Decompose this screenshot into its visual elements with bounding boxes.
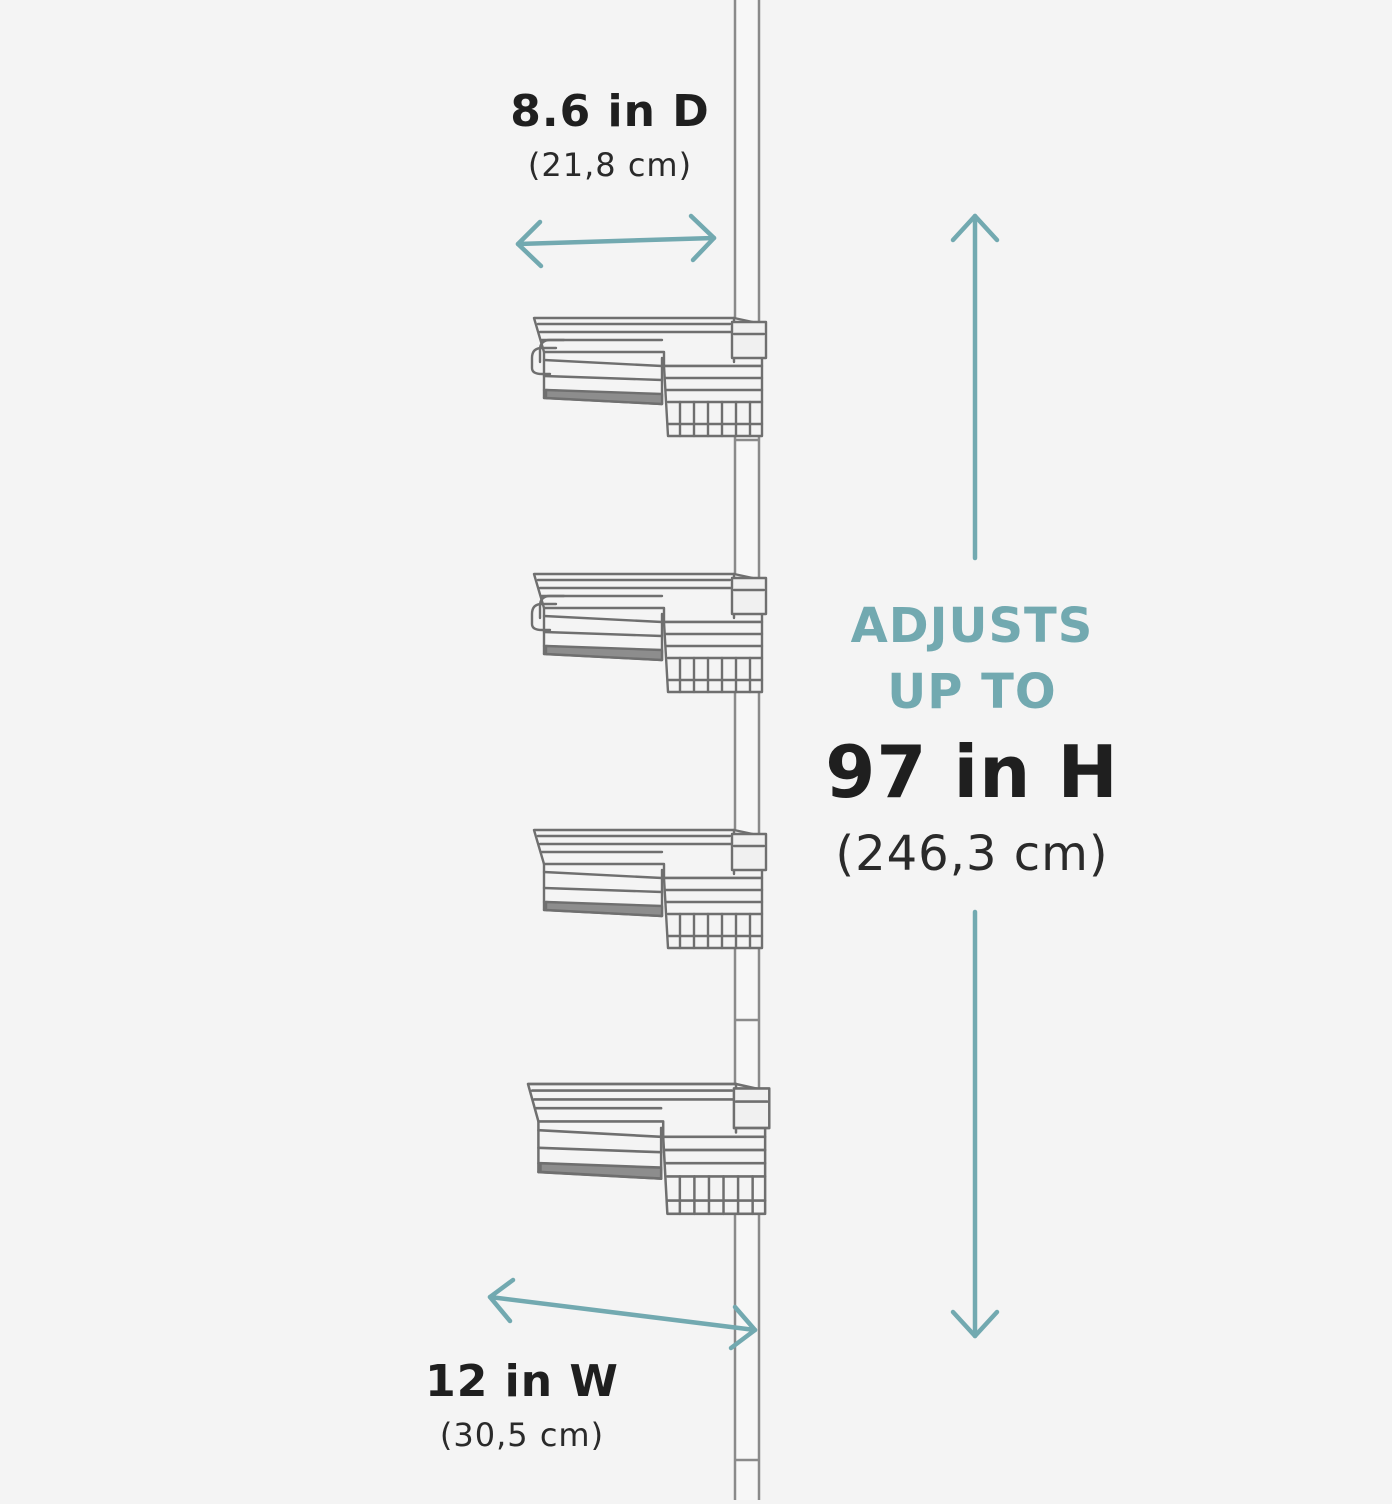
shelf-3	[532, 828, 768, 950]
depth-imperial-label: 8.6 in D	[510, 86, 710, 137]
height-metric-label: (246,3 cm)	[835, 826, 1109, 882]
height-imperial-label: 97 in H	[825, 730, 1119, 814]
height-up-to-label: UP TO	[887, 664, 1057, 720]
shelf-2	[530, 572, 768, 694]
shelf-4	[526, 1082, 771, 1216]
height-arrow	[950, 213, 1000, 1339]
shelf-1	[530, 316, 768, 438]
width-arrow	[487, 1277, 758, 1351]
width-imperial-label: 12 in W	[425, 1356, 619, 1407]
width-metric-label: (30,5 cm)	[439, 1416, 605, 1454]
depth-metric-label: (21,8 cm)	[527, 146, 693, 184]
depth-arrow	[515, 213, 717, 269]
tension-pole	[733, 0, 761, 1504]
height-adjusts-label: ADJUSTS	[850, 598, 1094, 654]
